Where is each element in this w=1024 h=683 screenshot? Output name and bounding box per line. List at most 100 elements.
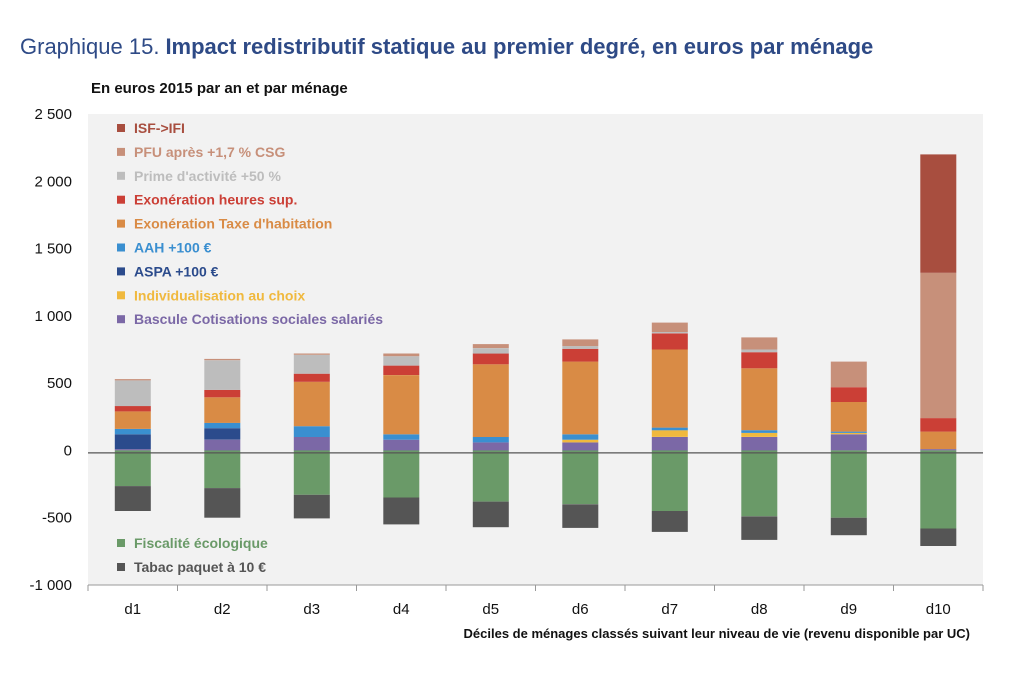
bar-d5-series-9 (472, 450, 509, 502)
y-tick-label: -1 000 (29, 577, 72, 594)
legend-swatch (117, 315, 125, 324)
x-tick-label-d8: d8 (751, 601, 768, 618)
chart-title: Graphique 15. Impact redistributif statiq… (20, 34, 873, 60)
bar-d10-series-8 (920, 154, 957, 273)
bar-d5-series-5 (472, 353, 509, 365)
bar-d2-series-2 (204, 428, 241, 440)
bar-d10-series-5 (920, 418, 957, 432)
bar-d8-series-9 (741, 450, 778, 517)
bar-d5-series-6 (472, 348, 509, 354)
bar-d10-series-10 (920, 528, 957, 546)
legend-swatch (117, 171, 125, 180)
bar-d8-series-6 (741, 349, 778, 353)
bar-d9-series-10 (830, 517, 867, 536)
legend-label: Individualisation au choix (134, 287, 305, 303)
bar-d9-series-5 (830, 387, 867, 402)
x-tick-label-d4: d4 (393, 601, 410, 618)
bar-d4-series-10 (383, 497, 420, 525)
bar-d3-series-9 (293, 450, 330, 495)
bar-d9-series-3 (830, 431, 867, 433)
bar-d2-series-0 (204, 439, 241, 451)
bar-d1-series-10 (114, 486, 151, 511)
bar-d2-series-5 (204, 389, 241, 398)
bar-d1-series-5 (114, 406, 151, 412)
bar-d7-series-7 (651, 322, 688, 332)
bar-d4-series-5 (383, 365, 420, 375)
x-tick-label-d7: d7 (661, 601, 678, 618)
bar-d8-series-10 (741, 516, 778, 540)
x-tick-label-d1: d1 (124, 601, 141, 618)
bar-d9-series-0 (830, 434, 867, 451)
bar-d4-series-6 (383, 356, 420, 366)
bar-d8-series-0 (741, 437, 778, 451)
bar-d7-series-10 (651, 511, 688, 532)
legend-swatch (117, 243, 125, 252)
bar-d6-series-3 (562, 434, 599, 440)
legend-upper: ISF->IFI PFU après +1,7 % CSG Prime d'acti… (117, 120, 383, 327)
chart-title-prefix: Graphique 15. (20, 34, 160, 59)
bar-d8-series-1 (741, 432, 778, 437)
legend-swatch (117, 219, 125, 228)
bar-d5-series-0 (472, 442, 509, 451)
bar-d1-series-9 (114, 450, 151, 487)
bar-d9-series-1 (830, 432, 867, 435)
bars-group (114, 154, 957, 546)
x-axis-label: Déciles de ménages classés suivant leur … (464, 626, 970, 641)
legend-swatch (117, 124, 125, 132)
bar-d1-series-2 (114, 434, 151, 450)
bar-d4-series-0 (383, 439, 420, 451)
x-tick-label-d3: d3 (303, 601, 320, 618)
legend-label: ISF->IFI (134, 120, 185, 136)
legend-label: Prime d'activité +50 % (134, 168, 281, 184)
bar-d9-series-9 (830, 450, 867, 518)
x-ticks-group: d1 d2 d3 d4 d5 d6 d7 d8 d9 d10 (87, 585, 984, 618)
bar-d4-series-4 (383, 375, 420, 435)
legend-label: PFU après +1,7 % CSG (134, 144, 285, 160)
bar-d4-series-7 (383, 353, 420, 357)
bar-d6-series-4 (562, 361, 599, 435)
y-tick-label: 0 (64, 442, 72, 459)
bar-d10-series-0 (920, 449, 957, 451)
bar-d3-series-10 (293, 494, 330, 519)
bar-d10-series-9 (920, 450, 957, 529)
bar-d7-series-4 (651, 349, 688, 428)
bar-d7-series-1 (651, 430, 688, 437)
bar-d8-series-4 (741, 368, 778, 431)
bar-d1-series-3 (114, 428, 151, 435)
bar-d9-series-4 (830, 402, 867, 432)
bar-d1-series-4 (114, 411, 151, 429)
legend-swatch (117, 267, 125, 276)
legend-label: Fiscalité écologique (134, 535, 268, 551)
bar-d8-series-3 (741, 430, 778, 433)
bar-d2-series-7 (204, 358, 241, 361)
bar-d9-series-7 (830, 361, 867, 388)
bar-d5-series-4 (472, 364, 509, 437)
bar-d6-series-5 (562, 348, 599, 362)
bar-d1-series-0 (114, 449, 151, 451)
bar-d8-series-5 (741, 352, 778, 369)
bar-d1-series-6 (114, 380, 151, 407)
bar-d2-series-3 (204, 422, 241, 429)
legend-lower: Fiscalité écologique Tabac paquet à 10 € (117, 535, 268, 575)
bar-d6-series-1 (562, 439, 599, 443)
bar-d3-series-7 (293, 353, 330, 355)
legend-label: AAH +100 € (134, 240, 212, 256)
bar-d7-series-3 (651, 427, 688, 431)
bar-d2-series-4 (204, 397, 241, 423)
bar-d8-series-7 (741, 337, 778, 350)
x-tick-label-d2: d2 (214, 601, 231, 618)
bar-d7-series-5 (651, 333, 688, 350)
y-tick-label: 500 (47, 375, 72, 392)
y-tick-label: 2 000 (34, 173, 72, 190)
y-tick-label: 1 000 (34, 308, 72, 325)
y-tick-label: 1 500 (34, 241, 72, 258)
bar-d3-series-5 (293, 373, 330, 382)
bar-d4-series-9 (383, 450, 420, 498)
x-tick-label-d5: d5 (482, 601, 499, 618)
bar-d7-series-6 (651, 332, 688, 334)
bar-d2-series-6 (204, 360, 241, 390)
bar-d3-series-4 (293, 381, 330, 427)
y-tick-label: 2 500 (34, 106, 72, 123)
legend-swatch (117, 563, 125, 571)
